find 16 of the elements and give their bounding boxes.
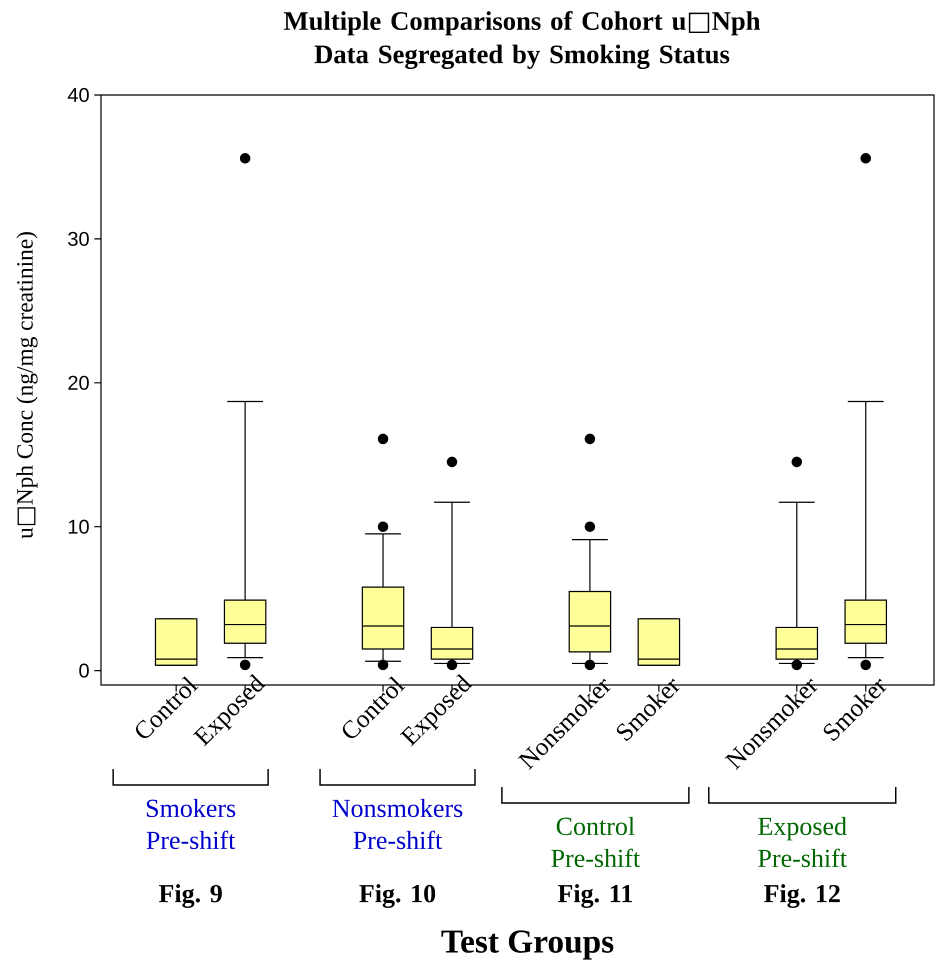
y-tick-label: 10 (68, 520, 89, 534)
y-tick-label: 30 (68, 232, 89, 246)
text: Exposed Pre-shift (758, 816, 847, 868)
y-tick-label: 40 (68, 88, 89, 102)
caption: Fig. 9 (158, 884, 222, 908)
y-tick-label: 20 (68, 376, 89, 390)
text: Nonsmokers Pre-shift (332, 798, 462, 850)
y-axis-title: u□Nph Conc (ng/mg creatinine) (16, 232, 38, 539)
caption: Fig. 11 (558, 884, 632, 908)
y-tick-label: 0 (79, 664, 89, 678)
x-axis-title: Test Groups (441, 930, 614, 960)
caption: Fig. 12 (764, 884, 840, 908)
text: Smokers Pre-shift (146, 798, 236, 850)
caption: Fig. 10 (359, 884, 436, 908)
chart-title: Multiple Comparisons of Cohort u□Nph Data Segregated by Smoking Status (284, 10, 760, 69)
text: Control Pre-shift (551, 816, 640, 868)
